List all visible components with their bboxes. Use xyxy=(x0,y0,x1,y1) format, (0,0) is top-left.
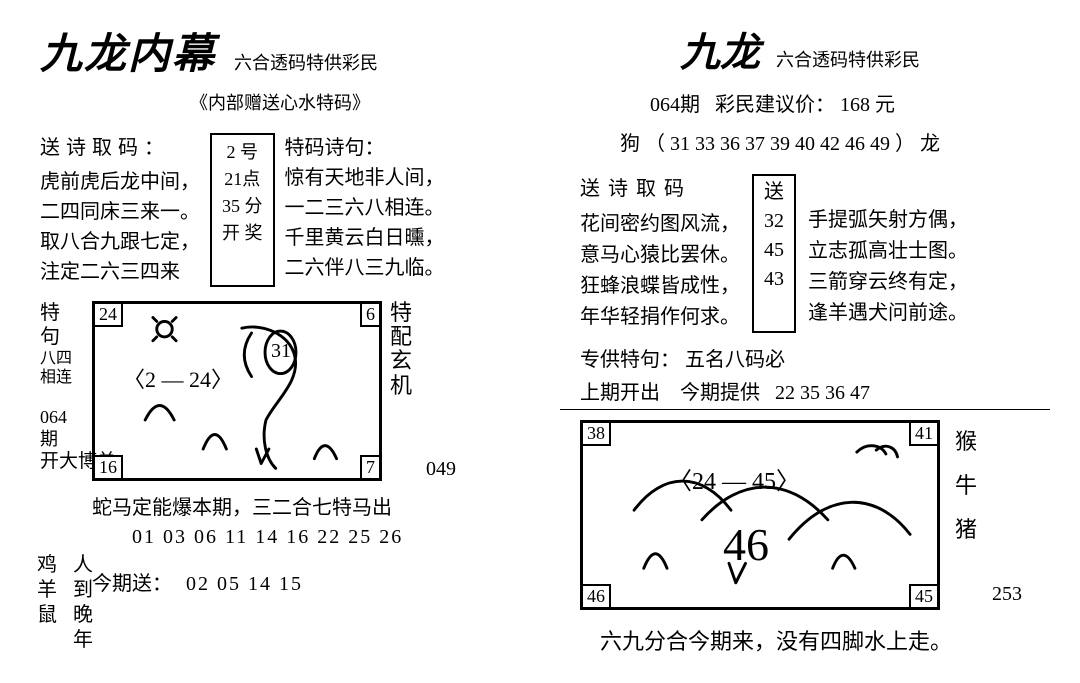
r-corner-bl: 46 xyxy=(581,584,611,609)
numbox-l4: 开 奖 xyxy=(222,220,263,247)
corner-tl: 24 xyxy=(93,302,123,327)
corner-bl: 16 xyxy=(93,455,123,480)
poem-r2: 手提弧矢射方偶， 立志孤高壮士图。 三箭穿云终有定， 逢羊遇犬问前途。 xyxy=(808,174,968,333)
pr-l2: 意马心猿比罢休。 xyxy=(580,240,740,271)
price-label: 彩民建议价： xyxy=(715,94,835,116)
r-corner-tr: 41 xyxy=(909,421,939,446)
poem1-l2: 二四同床三来一。 xyxy=(40,197,200,227)
left-slogan: 六合透码特供彩民 xyxy=(234,49,378,81)
poem2-l4: 二六伴八三九临。 xyxy=(285,253,445,283)
pr2-l1: 手提弧矢射方偶， xyxy=(808,205,968,236)
poems-row: 送诗取码： 虎前虎后龙中间， 二四同床三来一。 取八合九跟七定， 注定二六三四来… xyxy=(40,133,520,287)
below-drawing: 蛇马定能爆本期，三二合七特马出 01 03 06 11 14 16 22 25 … xyxy=(92,491,520,596)
right-title: 九龙 xyxy=(680,20,760,78)
prev-label: 上期开出 xyxy=(580,382,660,404)
below-line: 蛇马定能爆本期，三二合七特马出 xyxy=(92,491,520,520)
curr-label: 今期提供 xyxy=(680,382,760,404)
poem2-l1: 惊有天地非人间， xyxy=(285,163,445,193)
gift-line: 《内部赠送心水特码》 xyxy=(40,89,520,115)
lottery-time-box: 2 号 21点 35 分 开 奖 xyxy=(210,133,275,287)
price-val: 168 元 xyxy=(840,94,895,116)
send-box: 送 32 45 43 xyxy=(752,174,796,333)
special-label: 专供特句： xyxy=(580,349,680,371)
bottom-columns: 鸡羊鼠 人到晚年 xyxy=(36,553,94,653)
zodiac-row: 狗 （ 31 33 36 37 39 40 42 46 49 ） 龙 xyxy=(560,127,1050,156)
curr-nums: 22 35 36 47 xyxy=(775,382,870,404)
issue-label: 064 期 xyxy=(40,407,84,450)
numbox-l2: 21点 xyxy=(222,166,263,193)
corner-br: 7 xyxy=(360,455,381,480)
side-b: 句 xyxy=(40,326,74,348)
numbox-l3: 35 分 xyxy=(222,193,263,220)
poem2-title: 特码诗句： xyxy=(285,133,445,163)
special-line: 专供特句： 五名八码必 xyxy=(560,343,1050,372)
pr2-l4: 逢羊遇犬问前途。 xyxy=(808,298,968,329)
zodiac-l: 狗 xyxy=(620,133,640,155)
sb-3: 43 xyxy=(764,265,784,294)
sb-1: 32 xyxy=(764,207,784,236)
left-page: 九龙内幕 六合透码特供彩民 《内部赠送心水特码》 送诗取码： 虎前虎后龙中间， … xyxy=(0,0,540,683)
poem1-l3: 取八合九跟七定， xyxy=(40,227,200,257)
right-header: 九龙 六合透码特供彩民 xyxy=(560,20,1050,78)
poem1-l1: 虎前虎后龙中间， xyxy=(40,167,200,197)
poem2: 特码诗句： 惊有天地非人间， 一二三六八相连。 千里黄云白日曛， 二六伴八三九临… xyxy=(285,133,445,287)
corner-tr: 6 xyxy=(360,302,381,327)
poem1-l4: 注定二六三四来 xyxy=(40,257,200,287)
send-label: 今期送： xyxy=(92,567,172,596)
right-bottom-line: 六九分合今期来，没有四脚水上走。 xyxy=(560,624,1050,656)
bot-col2: 人到晚年 xyxy=(72,553,94,653)
poem-r1: 送诗取码 花间密约图风流， 意马心猿比罢休。 狂蜂浪蝶皆成性， 年华轻捐作何求。 xyxy=(580,174,740,333)
poem1: 送诗取码： 虎前虎后龙中间， 二四同床三来一。 取八合九跟七定， 注定二六三四来 xyxy=(40,133,200,287)
poem2-l2: 一二三六八相连。 xyxy=(285,193,445,223)
right-page: 九龙 六合透码特供彩民 064期 彩民建议价： 168 元 狗 （ 31 33 … xyxy=(540,0,1080,683)
right-drawing: 38 41 46 45 〈24 — 45〉 46 xyxy=(580,420,940,610)
send-nums: 02 05 14 15 xyxy=(186,573,303,595)
r-corner-tl: 38 xyxy=(581,421,611,446)
animals-col: 猴牛猪 xyxy=(954,420,978,552)
pr-l1: 花间密约图风流， xyxy=(580,209,740,240)
kdsd: 开大博单 xyxy=(40,451,84,474)
side-col2: 八四相连 xyxy=(40,349,84,387)
bot-col1: 鸡羊鼠 xyxy=(36,553,58,653)
right-slogan: 六合透码特供彩民 xyxy=(776,46,920,78)
mid-left-area: 特句 八四相连 064 期 开大博单 24 6 16 7 xyxy=(40,301,520,481)
vtext-right: 特配玄机 xyxy=(390,301,412,481)
r-corner-br: 45 xyxy=(909,584,939,609)
provide-line: 上期开出 今期提供 22 35 36 47 xyxy=(560,376,1050,410)
issue-row: 064期 彩民建议价： 168 元 xyxy=(560,88,1050,117)
pr-l3: 狂蜂浪蝶皆成性， xyxy=(580,271,740,302)
pr2-l3: 三箭穿云终有定， xyxy=(808,267,968,298)
left-header: 九龙内幕 六合透码特供彩民 xyxy=(40,20,520,81)
zodiac-nums: （ 31 33 36 37 39 40 42 46 49 ） xyxy=(645,133,915,155)
r-sketch-svg xyxy=(583,423,937,607)
numbox-l1: 2 号 xyxy=(222,139,263,166)
sb-t: 送 xyxy=(764,178,784,207)
pr2-l2: 立志孤高壮士图。 xyxy=(808,236,968,267)
zodiac-r: 龙 xyxy=(920,133,940,155)
side-a: 特 xyxy=(40,302,74,324)
side-num: 049 xyxy=(426,458,456,481)
pr-l4: 年华轻捐作何求。 xyxy=(580,302,740,333)
poem2-l3: 千里黄云白日曛， xyxy=(285,223,445,253)
sb-2: 45 xyxy=(764,236,784,265)
r-scribble-range: 〈24 — 45〉 xyxy=(668,461,800,496)
issue-val: 064期 xyxy=(650,94,700,116)
left-drawing: 24 6 16 7 〈2 — 24〉 31 xyxy=(92,301,382,481)
right-side-num: 253 xyxy=(992,583,1022,610)
side-column: 特句 八四相连 064 期 开大博单 xyxy=(40,301,84,481)
r-scribble-big: 46 xyxy=(723,518,769,571)
special-text: 五名八码必 xyxy=(685,349,785,371)
draw-right-wrap: 38 41 46 45 〈24 — 45〉 46 猴牛猪 253 xyxy=(560,420,1050,610)
scribble-range: 〈2 — 24〉 xyxy=(123,362,233,394)
scribble-num: 31 xyxy=(271,340,291,363)
poem1-title: 送诗取码： xyxy=(40,133,200,163)
num-list: 01 03 06 11 14 16 22 25 26 xyxy=(132,526,520,549)
left-title: 九龙内幕 xyxy=(40,20,216,81)
poem-r-title: 送诗取码 xyxy=(580,174,740,205)
poem-area: 送诗取码 花间密约图风流， 意马心猿比罢休。 狂蜂浪蝶皆成性， 年华轻捐作何求。… xyxy=(560,174,1050,333)
